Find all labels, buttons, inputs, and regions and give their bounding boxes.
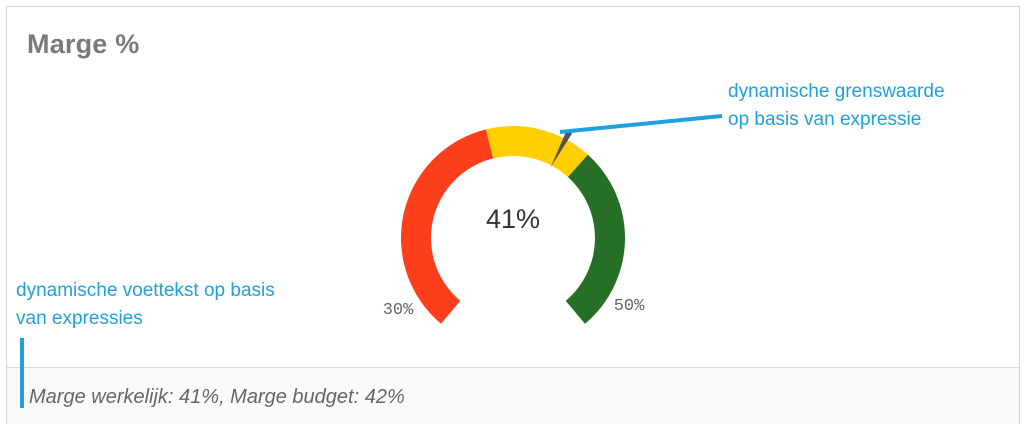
- gauge-max-label: 50%: [614, 297, 645, 316]
- annotation-pointer-line: [559, 114, 723, 134]
- footer-annotation: dynamische voettekst op basis van expres…: [16, 277, 275, 333]
- gauge-segments: [400, 126, 625, 324]
- footer-annotation-line1: dynamische voettekst op basis: [16, 280, 275, 301]
- footer-annotation-line2: van expressies: [16, 308, 143, 329]
- gauge-value-label: 41%: [486, 204, 540, 234]
- gauge-threshold-marker: [550, 130, 573, 168]
- card-title: Marge %: [27, 29, 140, 59]
- gauge-segment-3: [565, 154, 625, 324]
- gauge-segment-2: [485, 126, 588, 178]
- kpi-card: Marge % Marge werkelijk: 41%, Marge budg…: [6, 6, 1020, 424]
- gauge-segment-1: [400, 129, 494, 324]
- footer-annotation-pointer: [20, 338, 24, 408]
- threshold-annotation-line2: op basis van expressie: [728, 109, 922, 130]
- gauge-min-label: 30%: [383, 301, 414, 320]
- card-footer: Marge werkelijk: 41%, Marge budget: 42%: [7, 367, 1019, 424]
- footer-text: Marge werkelijk: 41%, Marge budget: 42%: [29, 386, 405, 408]
- threshold-annotation: dynamische grenswaarde op basis van expr…: [728, 78, 945, 134]
- threshold-annotation-line1: dynamische grenswaarde: [728, 81, 945, 102]
